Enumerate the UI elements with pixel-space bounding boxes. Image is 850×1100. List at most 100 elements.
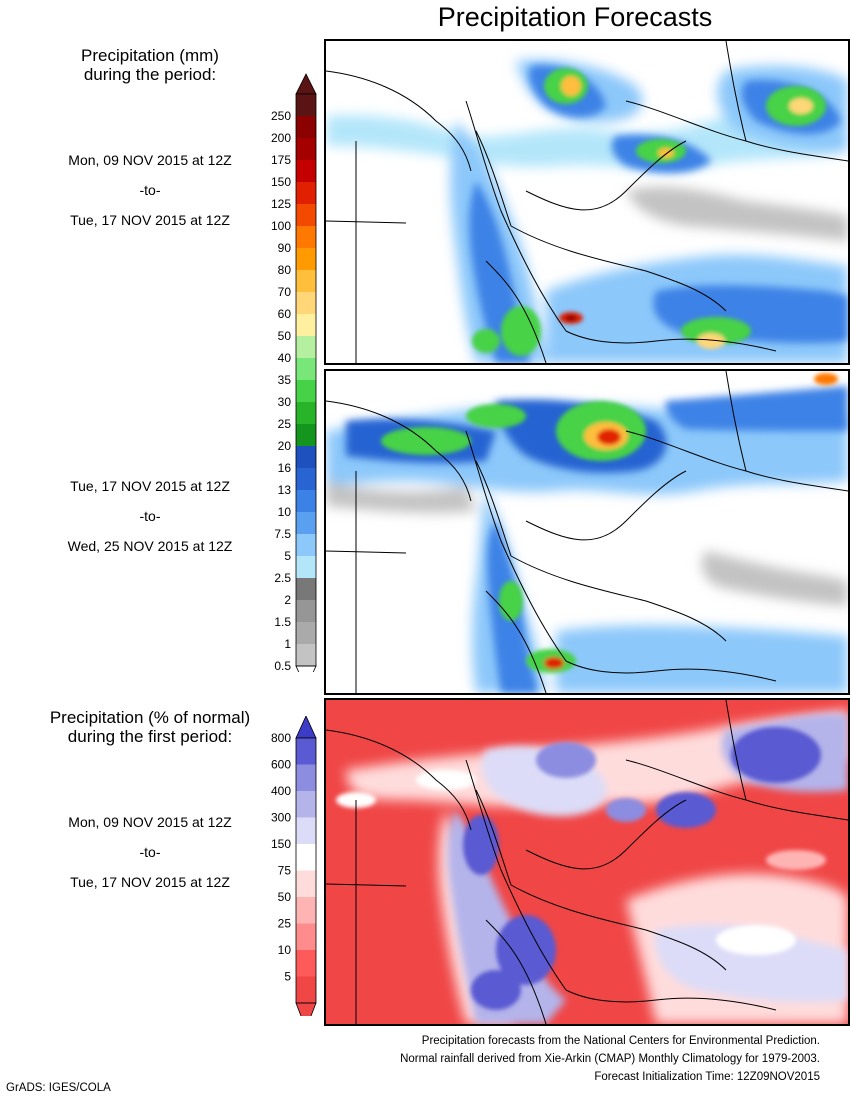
- precip-colorbar-cell: [296, 644, 316, 666]
- precip-colorbar-label: 250: [271, 109, 291, 123]
- pct-period-end: Tue, 17 NOV 2015 at 12Z: [70, 874, 230, 890]
- period1-start: Mon, 09 NOV 2015 at 12Z: [68, 152, 232, 168]
- pct-heading-line1: Precipitation (% of normal): [49, 708, 251, 727]
- period1-separator: -to-: [139, 182, 161, 198]
- pct-colorbar-svg: 800 600 400 300 150 75 50 25 10 5: [271, 716, 317, 1016]
- precip-colorbar-cell: [296, 336, 316, 358]
- pct-period-separator: -to-: [139, 844, 161, 860]
- precip-colorbar-cell: [296, 402, 316, 424]
- pct-colorbar-label: 400: [271, 784, 291, 798]
- precip-colorbar-label: 5: [284, 549, 291, 563]
- precip-colorbar-label: 10: [278, 505, 292, 519]
- precip-colorbar-label: 16: [278, 461, 292, 475]
- precip-colorbar-outline: [295, 93, 317, 667]
- precip-colorbar-label: 60: [278, 307, 292, 321]
- precip-colorbar-label: 30: [278, 395, 292, 409]
- precip-colorbar-label: 20: [278, 439, 292, 453]
- pct-colorbar-bottom-arrow: [295, 1002, 317, 1016]
- pct-colorbar-cell: [296, 923, 316, 950]
- precip-colorbar-label: 13: [278, 483, 292, 497]
- period2-start: Tue, 17 NOV 2015 at 12Z: [70, 478, 230, 494]
- pct-period-dates: Mon, 09 NOV 2015 at 12Z -to- Tue, 17 NOV…: [30, 812, 270, 902]
- precip-colorbar-cell: [296, 622, 316, 644]
- footer-line1: Precipitation forecasts from the Nationa…: [421, 1035, 820, 1047]
- pct-colorbar-cell: [296, 976, 316, 1003]
- pct-colorbar-outline: [295, 737, 317, 1004]
- precip-map-period1-svg: [326, 41, 848, 363]
- pct-colorbar-label: 10: [278, 943, 292, 957]
- precip-colorbar-label: 1.5: [274, 615, 291, 629]
- precip-colorbar-cell: [296, 534, 316, 556]
- precip-colorbar: 250 200 175 150 125 100 90 80 70 60 50 40 35 30 25 20 16…: [254, 72, 324, 672]
- pct-colorbar-cell: [296, 897, 316, 924]
- pct-colorbar-label: 25: [278, 917, 292, 931]
- precip-colorbar-cell: [296, 358, 316, 380]
- precip-colorbar-cell: [296, 94, 316, 116]
- precip-colorbar-cell: [296, 138, 316, 160]
- period2-end: Wed, 25 NOV 2015 at 12Z: [67, 538, 233, 554]
- pct-colorbar-label: 600: [271, 758, 291, 772]
- pct-colorbar-label: 75: [278, 864, 292, 878]
- precip-colorbar-cell: [296, 578, 316, 600]
- footer-line3: Forecast Initialization Time: 12Z09NOV20…: [594, 1071, 820, 1083]
- precip-colorbar-cell: [296, 204, 316, 226]
- precip-colorbar-cell: [296, 226, 316, 248]
- pct-colorbar-cell: [296, 791, 316, 818]
- precip-colorbar-cell: [296, 380, 316, 402]
- precip-colorbar-label: 125: [271, 197, 291, 211]
- precip-colorbar-label: 50: [278, 329, 292, 343]
- precip-colorbar-cell: [296, 468, 316, 490]
- precip-colorbar-cell: [296, 270, 316, 292]
- precip-colorbar-label: 7.5: [274, 527, 291, 541]
- precip-colorbar-cell: [296, 490, 316, 512]
- precip-colorbar-label: 40: [278, 351, 292, 365]
- precip-colorbar-cell: [296, 292, 316, 314]
- pct-colorbar-label: 150: [271, 837, 291, 851]
- pct-colorbar-label: 5: [284, 970, 291, 984]
- precip-colorbar-label: 175: [271, 153, 291, 167]
- precip-colorbar-label: 150: [271, 175, 291, 189]
- pct-colorbar-label: 800: [271, 731, 291, 745]
- precip-colorbar-cell: [296, 116, 316, 138]
- precip-map-period2-svg: [326, 371, 848, 693]
- pct-colorbar-cell: [296, 950, 316, 977]
- precip-colorbar-label: 0.5: [274, 659, 291, 672]
- precip-colorbar-svg: 2502001751501251009080706050403530252016…: [271, 73, 317, 672]
- precip-colorbar-label: 100: [271, 219, 291, 233]
- precip-colorbar-label: 1: [284, 637, 291, 651]
- grads-credit: GrADS: IGES/COLA: [6, 1082, 111, 1094]
- pct-colorbar-label: 50: [278, 890, 292, 904]
- period2-separator: -to-: [139, 508, 161, 524]
- precip-colorbar-cell: [296, 512, 316, 534]
- pct-colorbar-cell: [296, 764, 316, 791]
- pct-heading-line2: during the first period:: [67, 727, 233, 746]
- precip-colorbar-label: 2: [284, 593, 291, 607]
- precip-colorbar-label: 200: [271, 131, 291, 145]
- precip-colorbar-label: 90: [278, 241, 292, 255]
- pct-colorbar: 800 600 400 300 150 75 50 25 10 5: [254, 716, 324, 1016]
- precip-colorbar-label: 25: [278, 417, 292, 431]
- precip-map-period2: [324, 369, 850, 695]
- precip-colorbar-top-arrow: [295, 73, 317, 95]
- pct-colorbar-top-arrow: [295, 716, 317, 739]
- pct-colorbar-cell: [296, 844, 316, 871]
- pct-heading: Precipitation (% of normal) during the f…: [20, 708, 280, 746]
- pct-colorbar-cell: [296, 738, 316, 765]
- pct-colorbar-cell: [296, 870, 316, 897]
- pct-normal-map-svg: [326, 700, 848, 1024]
- precip-colorbar-cell: [296, 248, 316, 270]
- pct-colorbar-cell: [296, 817, 316, 844]
- page-title: Precipitation Forecasts: [437, 2, 713, 32]
- pct-colorbar-label: 300: [271, 811, 291, 825]
- footer-notes: Precipitation forecasts from the Nationa…: [400, 1032, 820, 1086]
- precip-colorbar-cell: [296, 182, 316, 204]
- footer-line2: Normal rainfall derived from Xie-Arkin (…: [400, 1053, 820, 1065]
- period2-dates: Tue, 17 NOV 2015 at 12Z -to- Wed, 25 NOV…: [30, 476, 270, 566]
- pct-normal-map: [324, 698, 850, 1026]
- precip-colorbar-label: 35: [278, 373, 292, 387]
- pct-period-start: Mon, 09 NOV 2015 at 12Z: [68, 814, 232, 830]
- precip-colorbar-bottom-arrow: [295, 665, 317, 672]
- precip-heading-line2: during the period:: [83, 65, 217, 84]
- precip-colorbar-cell: [296, 160, 316, 182]
- precip-colorbar-label: 2.5: [274, 571, 291, 585]
